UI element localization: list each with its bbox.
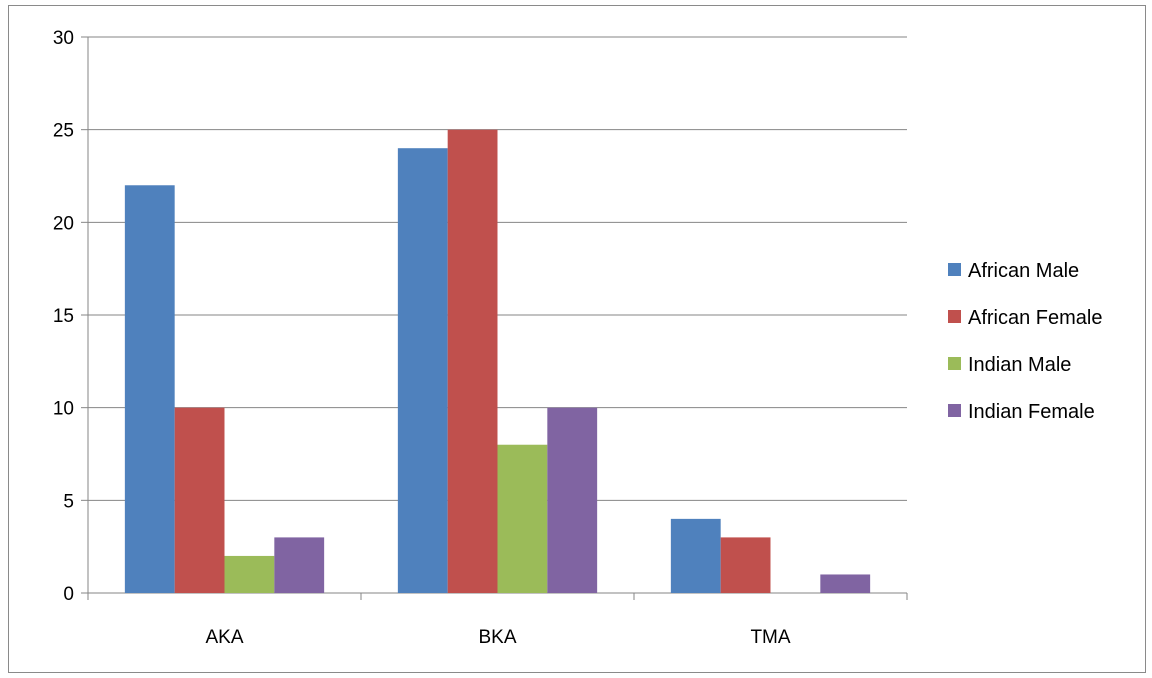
y-tick-labels: 0 5 10 15 20 25 30: [53, 28, 74, 605]
bar-indian-male-aka: [224, 555, 275, 593]
bar-african-male-tma: [670, 518, 721, 593]
legend-label: Indian Male: [968, 354, 1071, 376]
bar-indian-female-aka: [274, 537, 325, 593]
x-category-labels: AKA BKA TMA: [205, 627, 790, 648]
legend-label: Indian Female: [968, 401, 1095, 423]
bar-african-female-bka: [447, 129, 498, 593]
y-tick-label: 20: [53, 213, 74, 234]
y-tick-label: 25: [53, 121, 74, 142]
bars: [124, 129, 871, 593]
bar-indian-female-bka: [547, 407, 598, 593]
x-category-label: AKA: [205, 627, 243, 648]
x-category-label: BKA: [478, 627, 516, 648]
legend-label: African Female: [968, 307, 1103, 329]
legend-swatch: [948, 310, 961, 323]
y-tick-label: 30: [53, 28, 74, 49]
legend-swatch: [948, 263, 961, 276]
bar-indian-male-bka: [497, 444, 548, 593]
legend-swatch: [948, 404, 961, 417]
y-tick-label: 15: [53, 306, 74, 327]
bar-african-male-bka: [397, 148, 448, 593]
bar-indian-female-tma: [820, 574, 871, 593]
bar-african-male-aka: [124, 185, 175, 593]
legend: African Male African Female Indian Male Ind…: [948, 260, 1103, 423]
legend-label: African Male: [968, 260, 1079, 282]
bar-african-female-tma: [720, 537, 771, 593]
y-tick-label: 10: [53, 399, 74, 420]
legend-swatch: [948, 357, 961, 370]
bar-african-female-aka: [174, 407, 225, 593]
x-category-label: TMA: [750, 627, 790, 648]
y-tick-label: 5: [63, 491, 74, 512]
y-tick-label: 0: [63, 584, 74, 605]
